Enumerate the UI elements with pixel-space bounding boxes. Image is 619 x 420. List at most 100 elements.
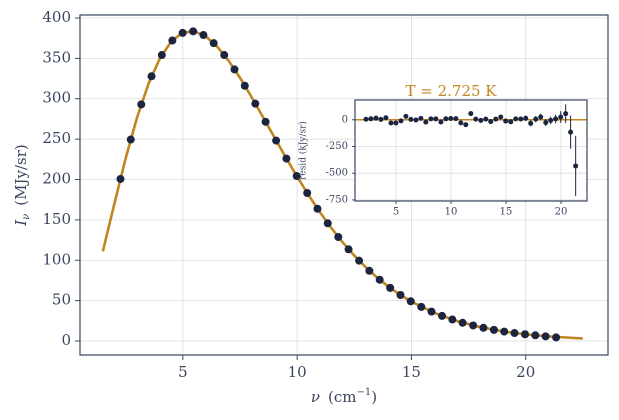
residual-point	[528, 120, 534, 126]
residual-point	[538, 114, 544, 120]
data-point	[261, 117, 270, 126]
data-point	[427, 307, 436, 316]
residual-point	[443, 116, 449, 122]
residual-point	[393, 120, 399, 126]
data-point	[406, 297, 415, 306]
residual-point	[508, 119, 514, 125]
data-point	[386, 283, 395, 292]
axes-frame	[354, 99, 588, 202]
data-point	[137, 100, 146, 109]
residual-point	[433, 116, 439, 122]
residual-point	[463, 122, 469, 128]
data-point	[510, 329, 519, 338]
residual-point	[408, 116, 414, 122]
data-point	[230, 65, 239, 74]
data-point	[220, 51, 229, 60]
data-point	[479, 323, 488, 332]
data-point	[282, 154, 291, 163]
y-tick-label: -750	[326, 194, 348, 205]
y-label-symbol: I	[12, 219, 30, 227]
data-point	[448, 315, 457, 324]
data-point	[313, 204, 322, 213]
data-point	[489, 325, 498, 334]
y-label-unit: (MJy/sr)	[12, 144, 30, 205]
residual-point	[573, 163, 579, 169]
data-point	[209, 39, 218, 48]
data-point	[469, 321, 478, 330]
data-point	[344, 245, 353, 254]
data-point	[168, 36, 177, 45]
y-tick-label: 0	[342, 114, 348, 125]
residual-point	[453, 116, 459, 122]
residual-point	[373, 115, 379, 121]
data-point	[199, 31, 208, 40]
residual-point	[498, 114, 504, 120]
y-tick-label: 350	[42, 48, 71, 66]
data-point	[272, 136, 281, 145]
x-label-close: )	[371, 388, 377, 406]
residual-point	[368, 116, 374, 122]
data-point	[303, 188, 312, 197]
data-point	[417, 302, 426, 311]
residual-point	[363, 116, 369, 122]
y-axis-label: Iν (MJy/sr)	[12, 144, 32, 227]
x-tick-label: 5	[178, 363, 188, 381]
data-point	[240, 81, 249, 90]
data-point	[292, 172, 301, 181]
x-label-symbol: ν	[311, 388, 320, 406]
x-tick-label: 10	[445, 207, 458, 218]
plot-background	[355, 100, 587, 201]
y-tick-label: 200	[42, 170, 71, 188]
data-point	[147, 72, 156, 81]
data-point	[531, 331, 540, 340]
residual-point	[513, 116, 519, 122]
residual-point	[398, 118, 404, 124]
data-point	[323, 219, 332, 228]
residual-point	[518, 116, 524, 122]
residual-point	[523, 115, 529, 121]
residual-point	[478, 117, 484, 123]
residual-point	[543, 120, 549, 126]
data-point	[365, 266, 374, 275]
residual-point	[418, 115, 424, 121]
residual-point	[473, 116, 479, 122]
axes-frame	[79, 14, 609, 356]
data-point	[251, 99, 260, 108]
data-point	[334, 233, 343, 242]
y-tick-label: -500	[326, 168, 348, 179]
data-point	[157, 51, 166, 60]
residual-point	[548, 117, 554, 123]
y-label-sub: ν	[21, 214, 32, 220]
x-tick-label: 15	[402, 363, 421, 381]
residual-point	[533, 116, 539, 122]
residual-point	[413, 117, 419, 123]
residual-point	[388, 120, 394, 126]
x-tick-label: 5	[393, 207, 399, 218]
x-label-sup: −1	[357, 387, 372, 398]
data-point	[500, 327, 509, 336]
data-point	[541, 332, 550, 341]
residual-point	[493, 116, 499, 122]
data-point	[552, 333, 561, 342]
y-tick-label: 50	[52, 291, 71, 309]
y-tick-label: 300	[42, 89, 71, 107]
y-tick-label: -250	[326, 141, 348, 152]
inset-y-label: resid (kJy/sr)	[298, 121, 309, 180]
residual-point	[488, 119, 494, 125]
residual-point	[378, 116, 384, 122]
data-point	[126, 135, 135, 144]
residual-point	[468, 111, 474, 117]
data-point	[521, 330, 530, 339]
data-point	[438, 311, 447, 320]
data-point	[375, 275, 384, 284]
y-tick-label: 100	[42, 250, 71, 268]
y-tick-label: 400	[42, 8, 71, 26]
residual-point	[558, 114, 564, 120]
x-tick-label: 20	[516, 363, 535, 381]
residual-point	[563, 111, 569, 117]
data-point	[355, 256, 364, 265]
y-tick-label: 150	[42, 210, 71, 228]
x-tick-label: 10	[288, 363, 307, 381]
residual-point	[458, 120, 464, 126]
